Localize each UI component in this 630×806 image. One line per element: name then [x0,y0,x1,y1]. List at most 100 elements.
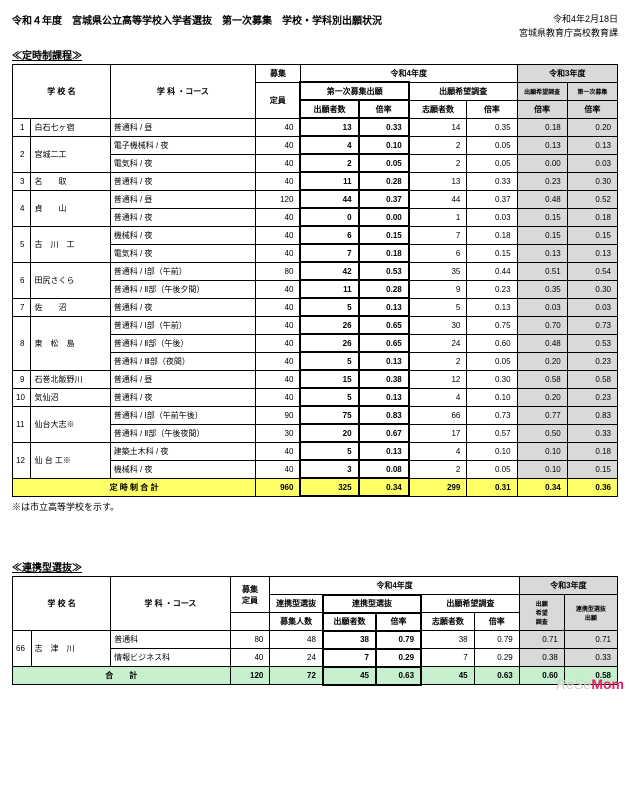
hopeful: 4 [409,388,467,406]
ratio: 0.65 [359,334,409,352]
total-a: 45 [323,667,376,685]
hopeful: 9 [409,280,467,298]
ratio: 0.13 [359,352,409,370]
h-primary: 第一次募集出願 [300,82,408,100]
h2-ratio: 倍率 [376,613,421,631]
cap: 80 [256,262,301,280]
h2-link2: 連携型選抜 [323,595,421,613]
h2-survey: 出願希望調査 [421,595,519,613]
r3a: 0.35 [517,280,567,298]
hopeful: 17 [409,424,467,442]
h-ratio4: 倍率 [567,100,617,118]
cap: 40 [256,226,301,244]
school-name: 名 取 [31,172,110,190]
table1: 学 校 名 学 科 ・コース 募集 令和4年度 令和3年度 定員 第一次募集出願… [12,64,618,498]
h2-link: 連携型選抜 [270,595,323,613]
cap: 40 [256,208,301,226]
dept: 普通科 / 昼 [110,118,255,136]
applicants: 44 [300,190,358,208]
hopeful: 12 [409,370,467,388]
ratio: 0.83 [359,406,409,424]
hope-ratio: 0.29 [474,649,519,667]
hope-ratio: 0.10 [467,442,517,460]
r3a: 0.50 [517,424,567,442]
hope-ratio: 0.03 [467,208,517,226]
ratio: 0.05 [359,154,409,172]
ratio: 0.13 [359,442,409,460]
school-name: 石巻北飯野川 [31,370,110,388]
dept: 普通科 / Ⅰ部（午前午後） [110,406,255,424]
applicants: 7 [300,244,358,262]
hope-ratio: 0.13 [467,298,517,316]
r3b: 0.73 [567,316,617,334]
dept: 普通科 / Ⅱ部（午後） [110,334,255,352]
h2-blank [230,613,270,631]
row-no: 1 [13,118,31,136]
dept: 機械科 / 夜 [110,460,255,478]
ratio: 0.29 [376,649,421,667]
applicants: 20 [300,424,358,442]
dept: 普通科 / Ⅰ部（午前） [110,262,255,280]
dept: 普通科 / 夜 [110,172,255,190]
hope-ratio: 0.18 [467,226,517,244]
hopeful: 4 [409,442,467,460]
h2-hope3: 連携型選抜 出願 [564,595,617,631]
hopeful: 1 [409,208,467,226]
total-a: 325 [300,478,358,496]
r3b: 0.03 [567,154,617,172]
school-name: 古 川 工 [31,226,110,262]
r3a: 0.48 [517,334,567,352]
hope-ratio: 0.05 [467,154,517,172]
h-hopeful: 志願者数 [409,100,467,118]
applicants: 3 [300,460,358,478]
h-ratio: 倍率 [359,100,409,118]
ratio: 0.15 [359,226,409,244]
applicants: 15 [300,370,358,388]
row-no: 12 [13,442,31,478]
h-survey: 出願希望調査 [409,82,517,100]
h-dept: 学 科 ・コース [110,64,255,118]
cap: 30 [256,424,301,442]
ratio: 0.18 [359,244,409,262]
h2-y4: 令和4年度 [270,577,519,595]
h-cap2: 定員 [256,82,301,118]
total-h: 45 [421,667,474,685]
dept: 機械科 / 夜 [110,226,255,244]
cap: 40 [256,298,301,316]
h2-applicants: 出願者数 [323,613,376,631]
total-cap: 960 [256,478,301,496]
r3b: 0.18 [567,208,617,226]
applicants: 5 [300,442,358,460]
h2-hopeful: 志願者数 [421,613,474,631]
cap: 40 [256,316,301,334]
total-cap: 120 [230,667,270,685]
h-ratio3: 倍率 [517,100,567,118]
hope-ratio: 0.37 [467,190,517,208]
h2-ratio2: 倍率 [474,613,519,631]
hopeful: 2 [409,460,467,478]
hopeful: 35 [409,262,467,280]
cap: 40 [256,136,301,154]
hope-ratio: 0.33 [467,172,517,190]
page-title: 令和４年度 宮城県公立高等学校入学者選抜 第一次募集 学校・学科別出願状況 [12,12,382,27]
ratio: 0.53 [359,262,409,280]
r3a: 0.51 [517,262,567,280]
ratio: 0.08 [359,460,409,478]
r3a: 0.48 [517,190,567,208]
r3a: 0.58 [517,370,567,388]
ratio: 0.79 [376,631,421,649]
h-cap1: 募集 [256,64,301,82]
total-hr: 0.63 [474,667,519,685]
r3a: 0.77 [517,406,567,424]
hope-ratio: 0.05 [467,352,517,370]
cap: 40 [230,649,270,667]
r3b: 0.58 [567,370,617,388]
dept: 普通科 / Ⅰ部（午前） [110,316,255,334]
dept: 普通科 [111,631,230,649]
r3b: 0.13 [567,136,617,154]
cap: 40 [256,172,301,190]
applicants: 26 [300,316,358,334]
row-no: 5 [13,226,31,262]
total-rec: 72 [270,667,323,685]
r3b: 0.15 [567,226,617,244]
